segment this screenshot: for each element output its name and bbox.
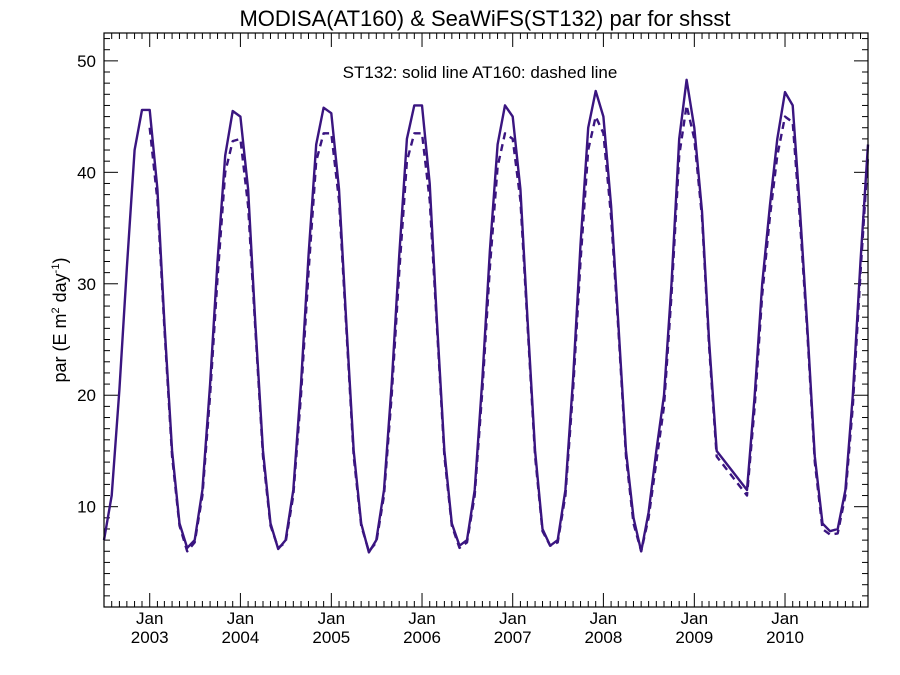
x-tick-month-label: Jan: [408, 609, 435, 628]
series-line-st132: [102, 78, 870, 554]
x-tick-month-label: Jan: [590, 609, 617, 628]
axis-ticks: 1020304050Jan2003Jan2004Jan2005Jan2006Ja…: [77, 33, 869, 647]
x-tick-year-label: 2009: [675, 628, 713, 647]
y-tick-label: 50: [77, 52, 96, 71]
x-tick-year-label: 2010: [766, 628, 804, 647]
x-tick-year-label: 2003: [131, 628, 169, 647]
y-axis-label-sup1: 2: [50, 307, 62, 313]
x-tick-month-label: Jan: [771, 609, 798, 628]
y-axis-label-prefix: par (E m: [50, 313, 70, 382]
x-tick-year-label: 2008: [584, 628, 622, 647]
y-tick-label: 40: [77, 163, 96, 182]
x-tick-month-label: Jan: [136, 609, 163, 628]
x-tick-month-label: Jan: [681, 609, 708, 628]
y-axis-label-suffix: ): [50, 258, 70, 264]
y-tick-label: 30: [77, 275, 96, 294]
y-axis-label-sup2: -1: [50, 264, 62, 274]
y-tick-label: 20: [77, 386, 96, 405]
series-lines: [102, 78, 870, 554]
x-tick-month-label: Jan: [499, 609, 526, 628]
x-tick-month-label: Jan: [318, 609, 345, 628]
y-axis-label-mid: day: [50, 273, 70, 307]
x-tick-year-label: 2007: [494, 628, 532, 647]
x-tick-year-label: 2006: [403, 628, 441, 647]
chart-title: MODISA(AT160) & SeaWiFS(ST132) par for s…: [239, 6, 730, 31]
x-tick-month-label: Jan: [227, 609, 254, 628]
y-axis-label: par (E m2 day-1): [50, 258, 70, 383]
line-style-annotation: ST132: solid line AT160: dashed line: [343, 63, 618, 82]
y-tick-label: 10: [77, 498, 96, 517]
plot-frame: [103, 32, 869, 608]
x-tick-year-label: 2005: [312, 628, 350, 647]
x-tick-year-label: 2004: [221, 628, 259, 647]
series-line-at160: [148, 104, 870, 553]
